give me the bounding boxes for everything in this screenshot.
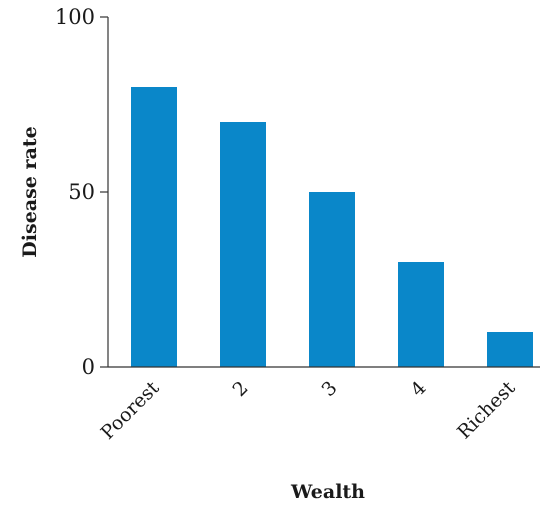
x-category-label: Poorest xyxy=(97,377,164,444)
y-axis-title: Disease rate xyxy=(19,126,41,257)
x-category-label: Richest xyxy=(453,377,520,444)
bar-poorest xyxy=(131,87,177,367)
x-axis-category-labels: Poorest 2 3 4 Richest xyxy=(97,377,520,444)
bar-2 xyxy=(220,122,266,367)
y-tick-label: 50 xyxy=(68,180,95,204)
bar-richest xyxy=(487,332,533,367)
bar-4 xyxy=(398,262,444,367)
y-tick-label: 0 xyxy=(82,355,95,379)
bars-group xyxy=(131,87,533,367)
y-axis-ticks: 0 50 100 xyxy=(55,5,108,379)
x-axis-title: Wealth xyxy=(290,481,365,503)
x-category-label: 3 xyxy=(317,377,341,401)
x-category-label: 4 xyxy=(406,377,430,401)
bar-3 xyxy=(309,192,355,367)
y-tick-label: 100 xyxy=(55,5,95,29)
x-category-label: 2 xyxy=(228,377,252,401)
